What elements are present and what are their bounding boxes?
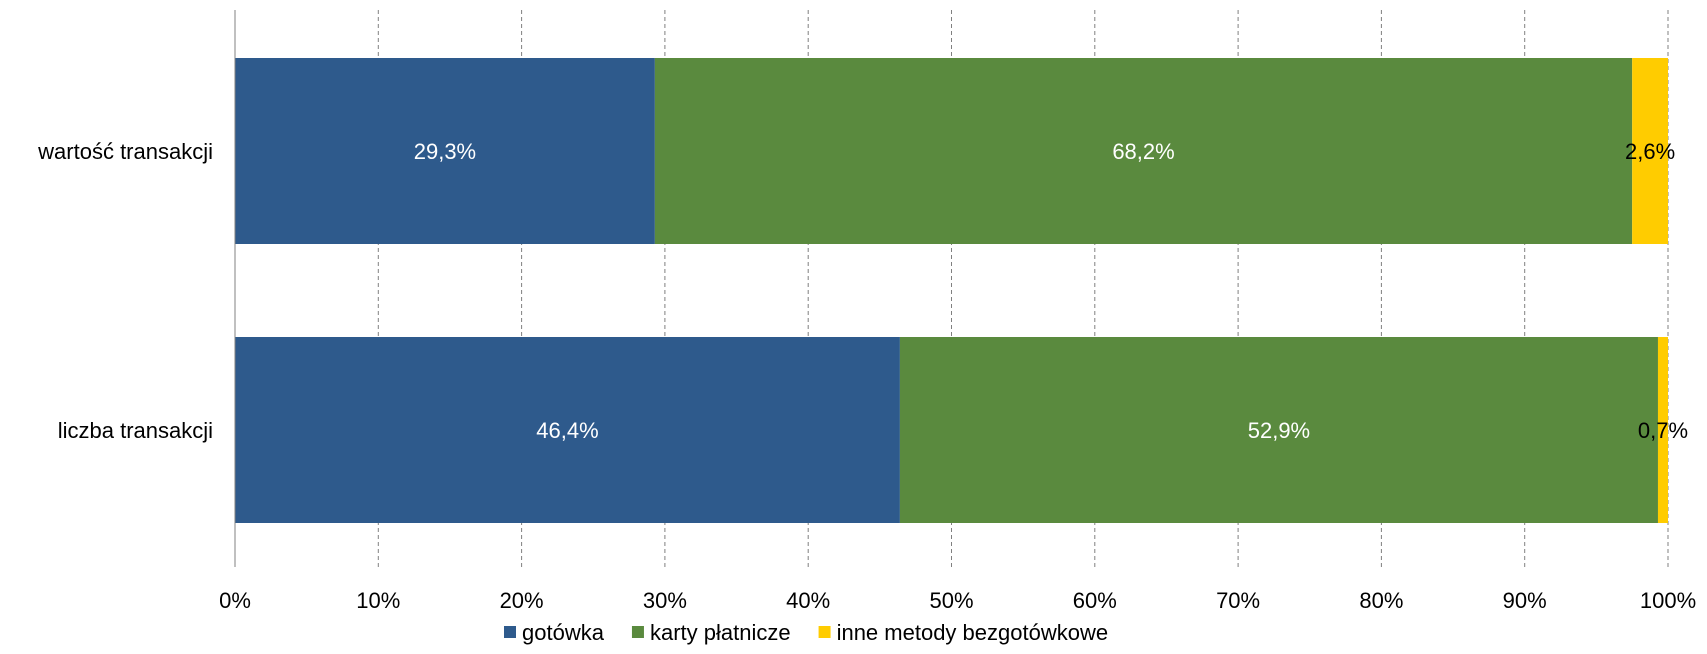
x-tick-label: 0% [219, 588, 251, 613]
x-tick-label: 80% [1359, 588, 1403, 613]
data-label: 2,6% [1625, 139, 1675, 164]
legend-swatch [631, 626, 644, 638]
category-labels: wartość transakcji liczba transakcji [37, 139, 213, 443]
bar-segment [235, 337, 900, 523]
bar-segment [235, 58, 655, 244]
data-label: 52,9% [1248, 418, 1310, 443]
x-tick-label: 90% [1503, 588, 1547, 613]
x-tick-label: 10% [356, 588, 400, 613]
x-tick-label: 30% [643, 588, 687, 613]
bar-segment [1632, 58, 1668, 244]
bar-segment [654, 58, 1633, 244]
legend-label: gotówka [522, 620, 605, 645]
x-tick-labels: 0% 10% 20% 30% 40% 50% 60% 70% 80% 90% 100% [219, 588, 1696, 613]
category-label: liczba transakcji [58, 418, 213, 443]
x-tick-label: 70% [1216, 588, 1260, 613]
bar-labels: 29,3% 68,2% 2,6% 46,4% 52,9% 0,7% [414, 139, 1688, 443]
data-label: 68,2% [1112, 139, 1174, 164]
legend-swatch [818, 626, 831, 638]
data-label: 29,3% [414, 139, 476, 164]
legend-label: inne metody bezgotówkowe [837, 620, 1109, 645]
x-tick-label: 60% [1073, 588, 1117, 613]
category-label: wartość transakcji [37, 139, 213, 164]
bars [235, 58, 1668, 523]
data-label: 46,4% [536, 418, 598, 443]
legend: gotówka karty płatnicze inne metody bezgot… [504, 620, 1108, 645]
x-tick-label: 50% [929, 588, 973, 613]
x-tick-label: 40% [786, 588, 830, 613]
legend-swatch [504, 626, 516, 638]
bar-segment [899, 337, 1658, 523]
legend-label: karty płatnicze [650, 620, 791, 645]
x-tick-label: 20% [500, 588, 544, 613]
x-tick-label: 100% [1640, 588, 1696, 613]
bar-segment [1657, 337, 1668, 523]
data-label: 0,7% [1638, 418, 1688, 443]
